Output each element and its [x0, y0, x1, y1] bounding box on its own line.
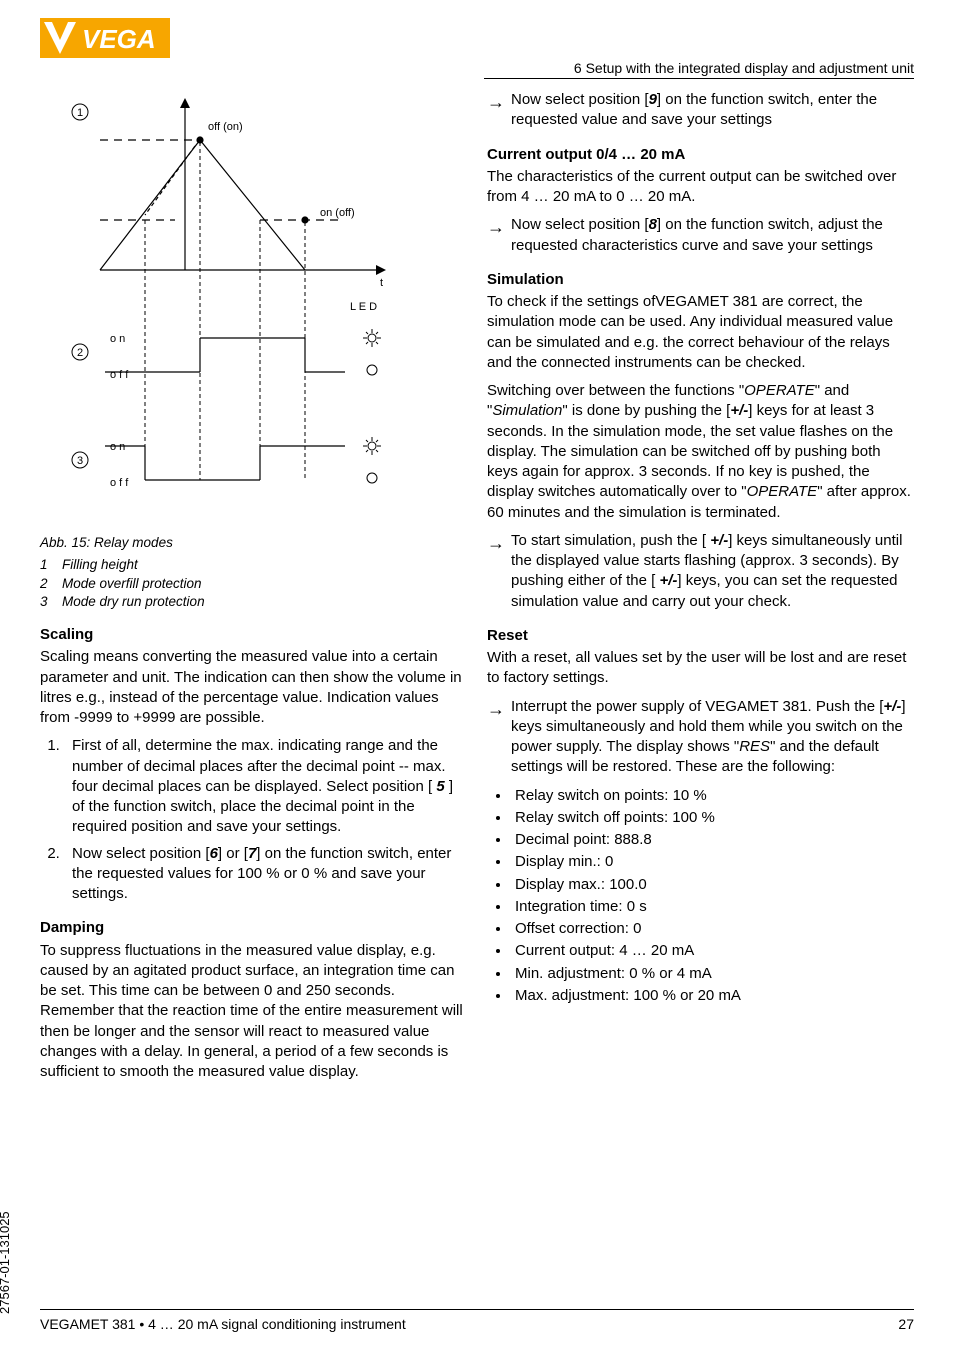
arrow-step: → Now select position [8] on the functio… — [487, 215, 914, 256]
list-item: Decimal point: 888.8 — [511, 830, 914, 850]
right-column: → Now select position [9] on the functio… — [487, 90, 914, 1090]
svg-text:3: 3 — [77, 455, 83, 467]
svg-text:1: 1 — [77, 107, 83, 119]
reset-text: With a reset, all values set by the user… — [487, 648, 914, 689]
svg-text:L E D: L E D — [350, 301, 377, 313]
arrow-icon: → — [487, 90, 511, 131]
brand-logo: VEGA — [40, 18, 170, 63]
arrow-icon: → — [487, 531, 511, 612]
arrow-step: → To start simulation, push the [ +/-] k… — [487, 531, 914, 612]
svg-text:o f f: o f f — [110, 477, 129, 489]
diagram-caption: Abb. 15: Relay modes — [40, 534, 467, 552]
simulation-text-2: Switching over between the functions "OP… — [487, 381, 914, 523]
currentout-text: The characteristics of the current outpu… — [487, 167, 914, 208]
page-content: 1 2 3 — [40, 90, 914, 1090]
footer-left: VEGAMET 381 • 4 … 20 mA signal condition… — [40, 1316, 406, 1332]
svg-text:2: 2 — [77, 347, 83, 359]
left-column: 1 2 3 — [40, 90, 467, 1090]
svg-text:off (on): off (on) — [208, 121, 243, 133]
list-item: Min. adjustment: 0 % or 4 mA — [511, 964, 914, 984]
damping-text: To suppress fluctuations in the measured… — [40, 941, 467, 1083]
page-footer: VEGAMET 381 • 4 … 20 mA signal condition… — [40, 1309, 914, 1332]
list-item: Now select position [6] or [7] on the fu… — [64, 844, 467, 905]
list-item: Current output: 4 … 20 mA — [511, 941, 914, 961]
logo-text: VEGA — [82, 24, 156, 54]
section-heading: 6 Setup with the integrated display and … — [484, 60, 914, 79]
arrow-icon: → — [487, 215, 511, 256]
list-item: Display min.: 0 — [511, 852, 914, 872]
scaling-heading: Scaling — [40, 625, 467, 645]
scaling-text: Scaling means converting the measured va… — [40, 647, 467, 728]
currentout-heading: Current output 0/4 … 20 mA — [487, 145, 914, 165]
reset-defaults-list: Relay switch on points: 10 % Relay switc… — [487, 786, 914, 1007]
list-item: First of all, determine the max. indicat… — [64, 736, 467, 837]
list-item: Relay switch off points: 100 % — [511, 808, 914, 828]
simulation-heading: Simulation — [487, 270, 914, 290]
damping-heading: Damping — [40, 918, 467, 938]
reset-heading: Reset — [487, 626, 914, 646]
arrow-step: → Now select position [9] on the functio… — [487, 90, 914, 131]
list-item: Offset correction: 0 — [511, 919, 914, 939]
page-number: 27 — [898, 1316, 914, 1332]
diagram-legend: 1Filling height 2Mode overfill protectio… — [40, 556, 467, 611]
svg-text:o n: o n — [110, 333, 125, 345]
document-id: 27567-01-131025 — [0, 1211, 12, 1314]
relay-modes-diagram: 1 2 3 — [40, 90, 467, 526]
svg-text:t: t — [380, 277, 383, 289]
svg-text:on (off): on (off) — [320, 207, 355, 219]
arrow-icon: → — [487, 697, 511, 778]
list-item: Relay switch on points: 10 % — [511, 786, 914, 806]
list-item: Integration time: 0 s — [511, 897, 914, 917]
scaling-steps: First of all, determine the max. indicat… — [40, 736, 467, 904]
list-item: Display max.: 100.0 — [511, 875, 914, 895]
svg-text:o f f: o f f — [110, 369, 129, 381]
arrow-step: → Interrupt the power supply of VEGAMET … — [487, 697, 914, 778]
list-item: Max. adjustment: 100 % or 20 mA — [511, 986, 914, 1006]
svg-text:o n: o n — [110, 441, 125, 453]
simulation-text-1: To check if the settings ofVEGAMET 381 a… — [487, 292, 914, 373]
